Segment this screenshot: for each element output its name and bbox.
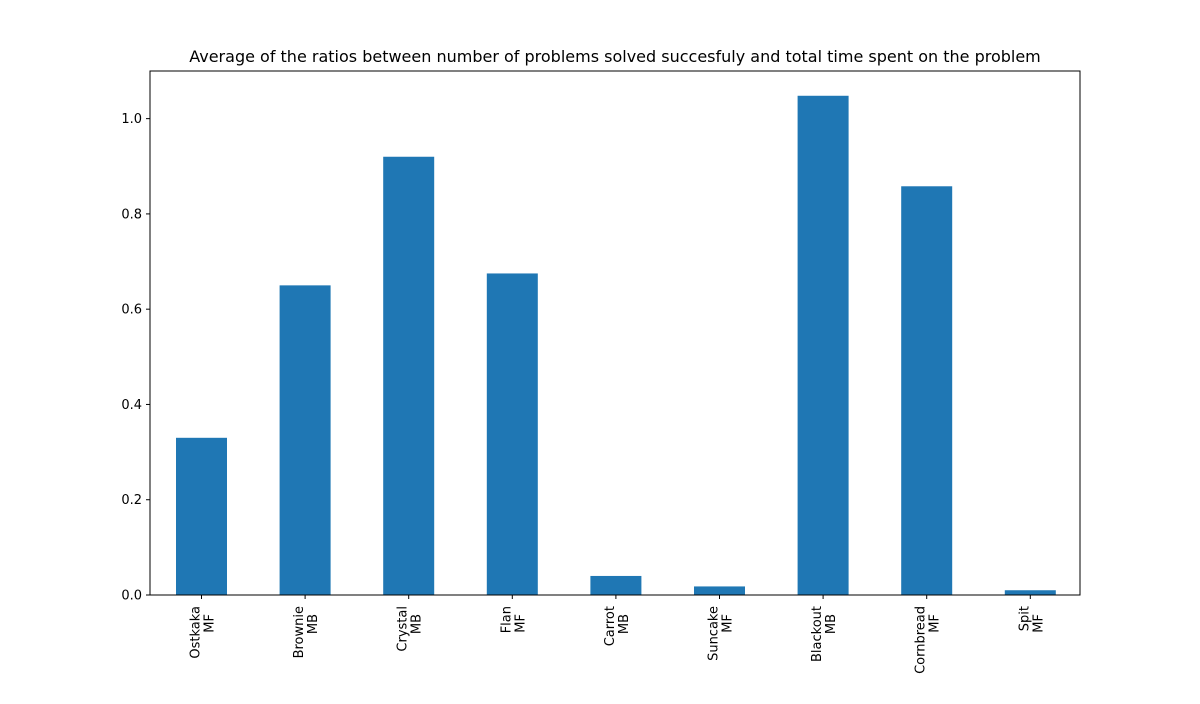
plot-area-frame — [149, 70, 1081, 596]
x-tick-label: CrystalMB — [396, 606, 425, 652]
y-tick-label: 0.4 — [121, 398, 142, 413]
y-tick-label: 0.2 — [121, 493, 142, 508]
x-axis: OstkakaMF BrownieMB CrystalMB FlanMF CarrotM… — [189, 595, 1046, 674]
bar-crystal — [383, 156, 435, 595]
x-tick-label: CarrotMB — [603, 606, 632, 646]
x-tick-label: OstkakaMF — [189, 606, 218, 659]
x-tick-label: BlackoutMB — [810, 606, 839, 662]
bar-flan — [486, 273, 538, 595]
bar-ostkaka — [176, 437, 227, 595]
y-tick-label: 0.6 — [121, 303, 142, 318]
bar-cornbread — [901, 186, 953, 595]
bar-spit — [1004, 590, 1056, 595]
bar-brownie — [279, 285, 331, 595]
y-tick-label: 0.0 — [121, 589, 142, 604]
x-tick-label: BrownieMB — [292, 606, 321, 658]
y-tick-label: 1.0 — [121, 112, 142, 127]
chart-title: Average of the ratios between number of … — [189, 47, 1041, 66]
bar-blackout — [797, 95, 849, 596]
x-tick-label: SuncakeMF — [707, 606, 736, 661]
y-axis: 0.0 0.2 0.4 0.6 0.8 1.0 — [121, 112, 150, 604]
x-tick-label: CornbreadMF — [914, 606, 943, 674]
x-tick-label: FlanMF — [499, 606, 528, 633]
bar-carrot — [590, 575, 642, 595]
x-tick-label: SpitMF — [1017, 606, 1046, 633]
bar-suncake — [694, 586, 745, 595]
bars-layer — [176, 95, 1056, 596]
y-tick-label: 0.8 — [121, 207, 142, 222]
